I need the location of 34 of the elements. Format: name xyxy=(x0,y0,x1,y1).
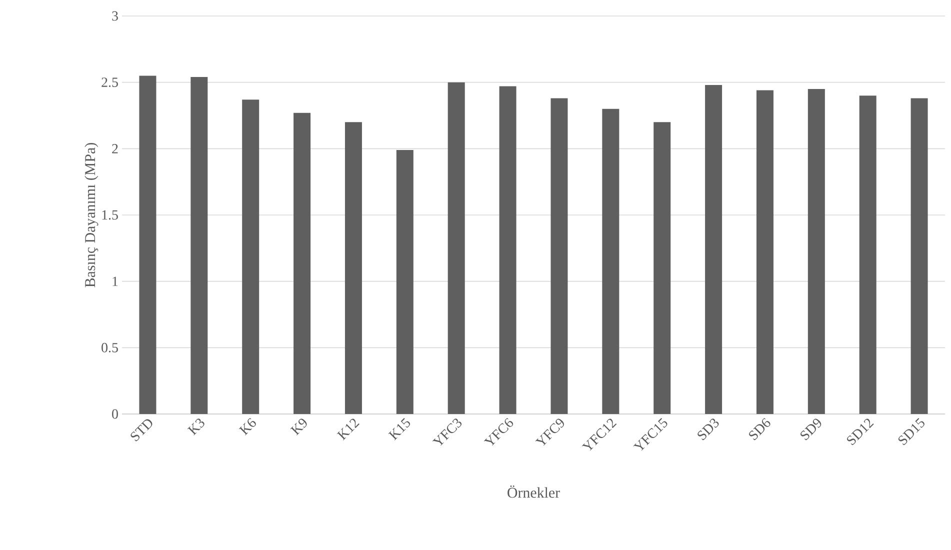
bar xyxy=(344,122,362,414)
y-tick-label: 2.5 xyxy=(102,78,118,88)
x-tick-label: SD3 xyxy=(698,418,719,440)
bar xyxy=(396,150,414,414)
bar xyxy=(808,88,825,414)
bar xyxy=(139,76,156,414)
bar xyxy=(190,77,208,414)
y-tick-label: 3 xyxy=(112,11,118,21)
x-tick-label: K3 xyxy=(187,418,204,436)
bar xyxy=(910,98,928,414)
x-tick-label: K9 xyxy=(290,418,307,436)
x-tick-label: K12 xyxy=(336,418,360,440)
x-tick-label: SD9 xyxy=(800,418,822,440)
bar xyxy=(756,90,774,414)
bar xyxy=(654,122,671,414)
y-tick-label: 1 xyxy=(112,276,118,286)
x-axis-title: Örnekler xyxy=(508,486,560,498)
bar xyxy=(448,82,465,414)
bar xyxy=(705,84,722,414)
y-tick-label: 2 xyxy=(112,144,118,154)
bar xyxy=(499,86,516,414)
x-tick-label: SD6 xyxy=(749,418,770,440)
y-tick-label: 1.5 xyxy=(102,210,118,220)
x-tick-label: K15 xyxy=(388,418,410,440)
x-tick-label: STD xyxy=(130,419,152,442)
x-tick-label: K6 xyxy=(238,418,256,436)
bar xyxy=(602,108,620,414)
y-tick-label: 0 xyxy=(112,409,118,419)
bar xyxy=(550,98,568,414)
y-axis-title: Basınç Dayanımı (MPa) xyxy=(84,143,98,288)
bar xyxy=(294,112,311,414)
bar xyxy=(242,100,260,414)
bar xyxy=(859,96,876,414)
y-tick-label: 0.5 xyxy=(102,342,118,352)
